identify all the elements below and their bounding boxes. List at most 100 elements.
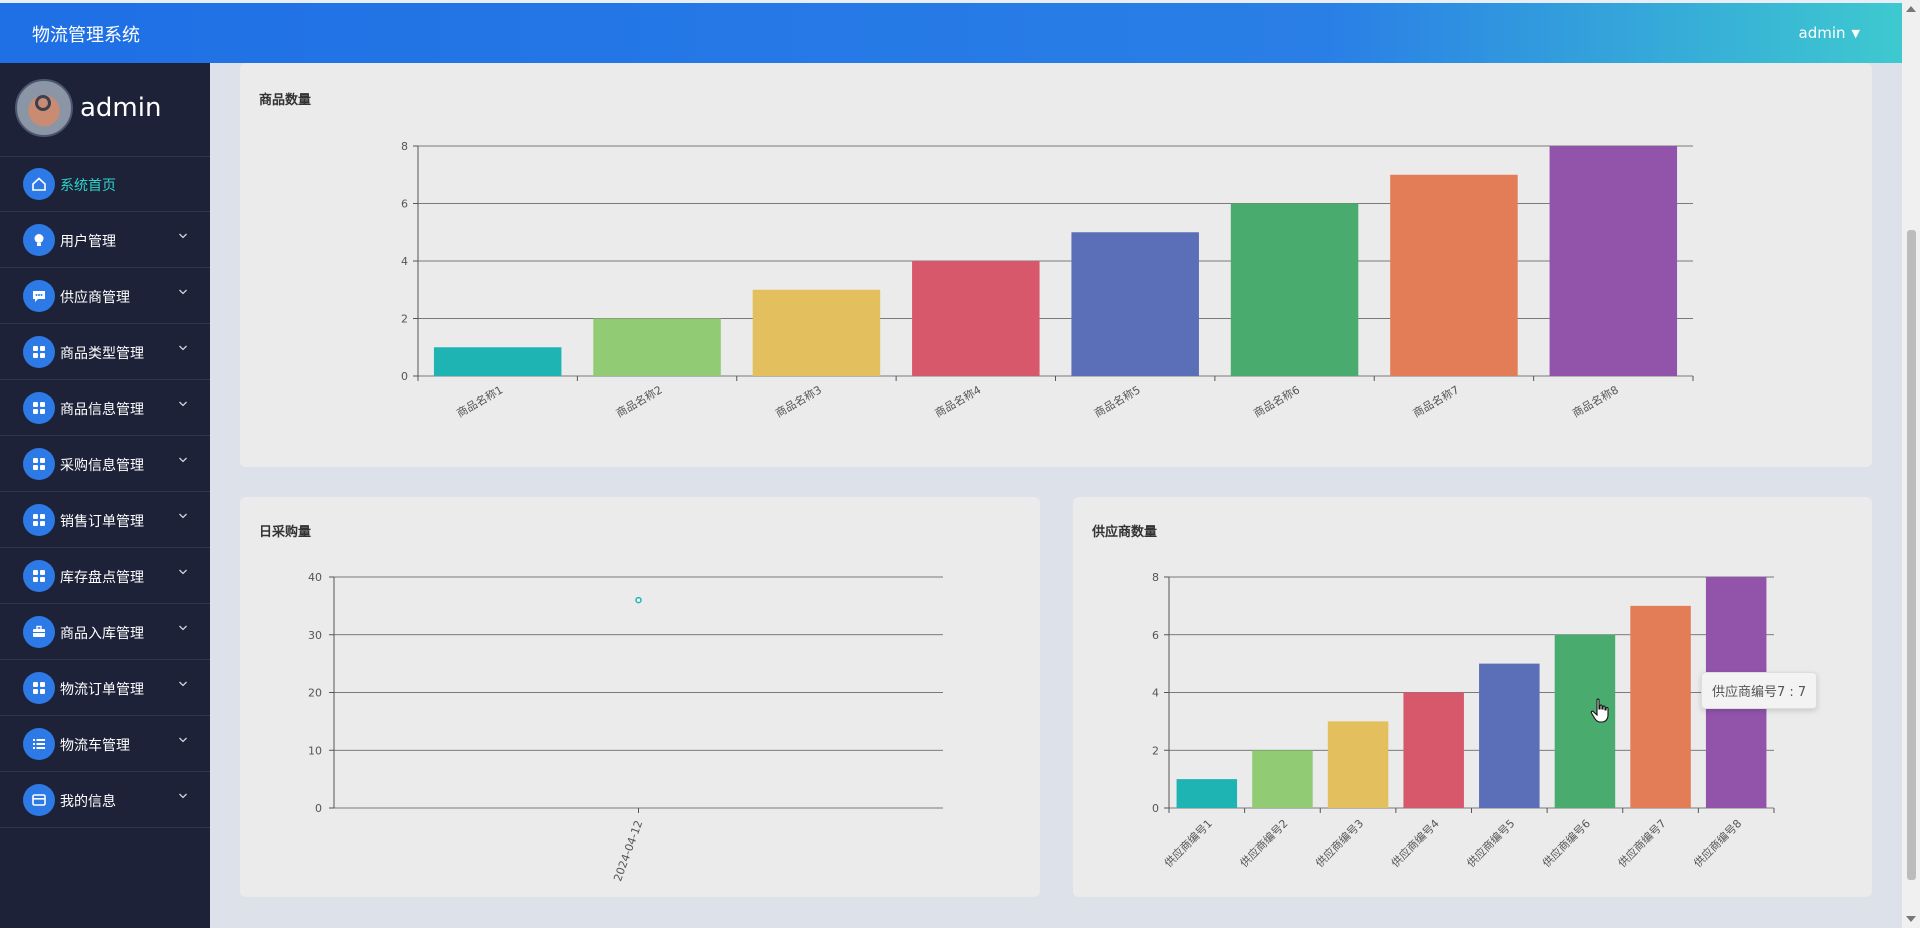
sidebar-item-7[interactable]: 销售订单管理	[0, 492, 210, 548]
chevron-down-icon[interactable]	[178, 567, 188, 577]
sidebar-item-label: 系统首页	[60, 178, 116, 194]
user-menu[interactable]: admin ▼	[1799, 24, 1860, 42]
sidebar-item-label: 库存盘点管理	[60, 569, 144, 586]
sidebar-item-label: 商品入库管理	[60, 625, 144, 642]
chevron-down-icon[interactable]	[178, 511, 188, 521]
y-tick-label: 30	[308, 629, 322, 642]
sidebar-item-5[interactable]: 商品信息管理	[0, 380, 210, 436]
scroll-down-arrow-icon[interactable]	[1906, 916, 1916, 922]
grid-icon	[23, 335, 55, 368]
x-tick-label: 供应商编号4	[1388, 816, 1442, 870]
sidebar-item-11[interactable]: 物流车管理	[0, 716, 210, 772]
sidebar-item-12[interactable]: 我的信息	[0, 772, 210, 828]
sidebar-item-6[interactable]: 采购信息管理	[0, 436, 210, 492]
sidebar-item-4[interactable]: 商品类型管理	[0, 324, 210, 380]
sidebar-item-8[interactable]: 库存盘点管理	[0, 548, 210, 604]
x-tick-label: 供应商编号2	[1237, 816, 1291, 870]
sidebar-item-10[interactable]: 物流订单管理	[0, 660, 210, 716]
y-tick-label: 2	[401, 313, 408, 326]
x-tick-label: 商品名称7	[1410, 382, 1461, 420]
y-tick-label: 8	[1152, 571, 1159, 584]
bar-1	[1176, 779, 1238, 808]
chat-icon	[23, 279, 55, 312]
x-tick-label: 供应商编号3	[1312, 816, 1366, 870]
bar-4	[912, 261, 1040, 376]
sidebar-item-label: 商品类型管理	[60, 345, 144, 362]
sidebar-item-2[interactable]: 用户管理	[0, 212, 210, 268]
chevron-down-icon[interactable]	[178, 623, 188, 633]
bar-5	[1071, 232, 1199, 376]
chevron-down-icon[interactable]	[178, 679, 188, 689]
y-tick-label: 0	[1152, 802, 1159, 815]
top-header: 物流管理系统 admin ▼	[0, 0, 1902, 63]
bar-5	[1479, 663, 1540, 808]
sidebar-item-1[interactable]: 系统首页	[0, 157, 210, 212]
bulb-icon	[23, 223, 55, 256]
profile: admin	[0, 63, 210, 157]
y-tick-label: 40	[308, 571, 322, 584]
chevron-down-icon[interactable]	[178, 287, 188, 297]
chevron-down-icon[interactable]	[178, 399, 188, 409]
chevron-down-icon[interactable]	[178, 343, 188, 353]
sidebar-item-label: 商品信息管理	[60, 401, 144, 418]
bar-2	[593, 318, 721, 376]
products-chart-title: 商品数量	[259, 93, 312, 108]
x-tick-label: 商品名称8	[1570, 382, 1621, 420]
bar-7	[1630, 605, 1691, 808]
x-tick-label: 2024-04-12	[611, 819, 645, 884]
sidebar-item-9[interactable]: 商品入库管理	[0, 604, 210, 660]
y-tick-label: 8	[401, 140, 408, 153]
data-point-1	[635, 596, 642, 604]
grid-icon	[23, 447, 55, 480]
x-tick-label: 商品名称5	[1092, 382, 1143, 420]
grid-icon	[23, 503, 55, 536]
sidebar: admin 系统首页用户管理 供应商管理商品类型管理 商品信息管理 采购信息管理销售订…	[0, 63, 210, 928]
x-tick-label: 供应商编号7	[1615, 816, 1669, 870]
chart-tooltip: 供应商编号7 : 7	[1701, 672, 1818, 709]
bar-7	[1390, 174, 1518, 376]
app-title: 物流管理系统	[32, 25, 140, 46]
grid-icon	[23, 559, 55, 592]
supplier-chart-title: 供应商数量	[1092, 525, 1158, 540]
bar-8	[1549, 146, 1678, 376]
bar-2	[1252, 750, 1313, 808]
sidebar-item-label: 物流订单管理	[60, 681, 144, 698]
bar-3	[1327, 721, 1389, 808]
hand-cursor-icon	[1590, 698, 1609, 723]
supplier-bar-chart: 0 2 4 6 8 供应商编号1 供应商编号2 供应商编号3 供应商编号4 供应商编号5 供应商编号…	[1152, 571, 1775, 870]
scroll-up-arrow-icon[interactable]	[1906, 6, 1916, 12]
bar-1	[433, 347, 562, 376]
y-tick-label: 6	[401, 198, 408, 211]
bar-3	[752, 289, 881, 376]
sidebar-item-label: 物流车管理	[60, 737, 130, 754]
user-name: admin	[1798, 24, 1846, 42]
chevron-down-icon[interactable]	[178, 735, 188, 745]
x-tick-label: 商品名称3	[773, 382, 824, 420]
chevron-down-icon[interactable]	[178, 791, 188, 801]
x-tick-label: 商品名称6	[1251, 382, 1302, 420]
scroll-thumb[interactable]	[1907, 230, 1916, 880]
wallet-icon	[23, 783, 55, 816]
y-tick-label: 4	[1152, 687, 1159, 700]
caret-down-icon: ▼	[1851, 27, 1860, 40]
briefcase-icon	[23, 615, 55, 648]
y-tick-label: 0	[315, 802, 322, 815]
y-tick-label: 2	[1152, 744, 1159, 757]
sidebar-item-label: 采购信息管理	[60, 457, 144, 474]
chevron-down-icon[interactable]	[178, 231, 188, 241]
y-tick-label: 4	[401, 255, 408, 268]
x-tick-label: 商品名称2	[613, 382, 664, 420]
x-tick-label: 商品名称4	[932, 382, 983, 420]
x-tick-label: 供应商编号1	[1161, 816, 1215, 870]
avatar	[15, 79, 73, 137]
y-tick-label: 0	[401, 370, 408, 383]
profile-name: admin	[80, 93, 162, 123]
grid-icon	[23, 671, 55, 704]
chevron-down-icon[interactable]	[178, 455, 188, 465]
sidebar-item-label: 我的信息	[60, 793, 116, 810]
daily-purchase-title: 日采购量	[259, 525, 312, 540]
page-scrollbar[interactable]	[1902, 0, 1920, 928]
y-tick-label: 10	[308, 744, 322, 757]
sidebar-item-3[interactable]: 供应商管理	[0, 268, 210, 324]
products-bar-chart: 0 2 4 6 8 商品名称1 商品名称2 商品名称3 商品名称4 商品名称5 商品名称6 商品名称7…	[401, 140, 1694, 420]
